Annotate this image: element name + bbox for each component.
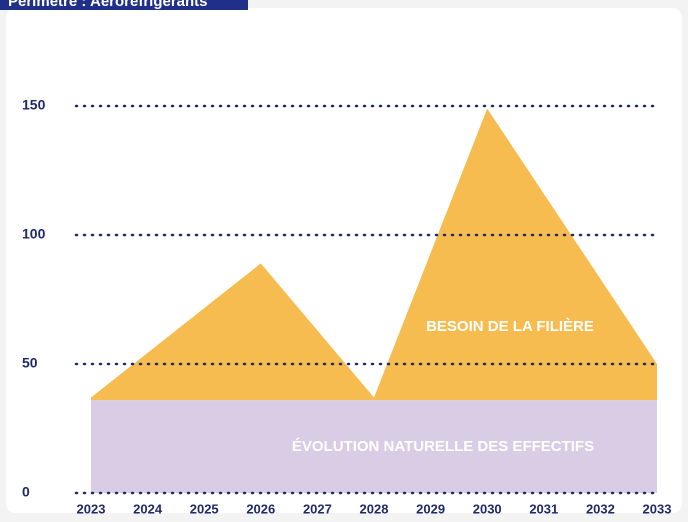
x-tick-label: 2030	[473, 501, 502, 516]
y-tick-label: 50	[22, 355, 38, 371]
y-tick-label: 100	[22, 226, 46, 242]
area-label: ÉVOLUTION NATURELLE DES EFFECTIFS	[292, 438, 594, 455]
x-tick-label: 2024	[133, 501, 163, 516]
x-tick-label: 2023	[77, 501, 106, 516]
chart-title: Périmètre : Aéroréfrigérants	[8, 0, 208, 10]
x-tick-label: 2028	[360, 501, 389, 516]
x-tick-label: 2033	[643, 501, 672, 516]
x-tick-label: 2029	[416, 501, 445, 516]
title-box	[0, 0, 248, 10]
area-label: BESOIN DE LA FILIÈRE	[426, 318, 594, 335]
area	[91, 400, 657, 493]
y-tick-label: 0	[22, 484, 30, 500]
y-tick-label: 150	[22, 97, 46, 113]
x-tick-label: 2025	[190, 501, 219, 516]
x-tick-label: 2031	[529, 501, 558, 516]
x-tick-label: 2026	[246, 501, 275, 516]
x-tick-label: 2027	[303, 501, 332, 516]
area	[91, 108, 657, 401]
x-tick-label: 2032	[586, 501, 615, 516]
